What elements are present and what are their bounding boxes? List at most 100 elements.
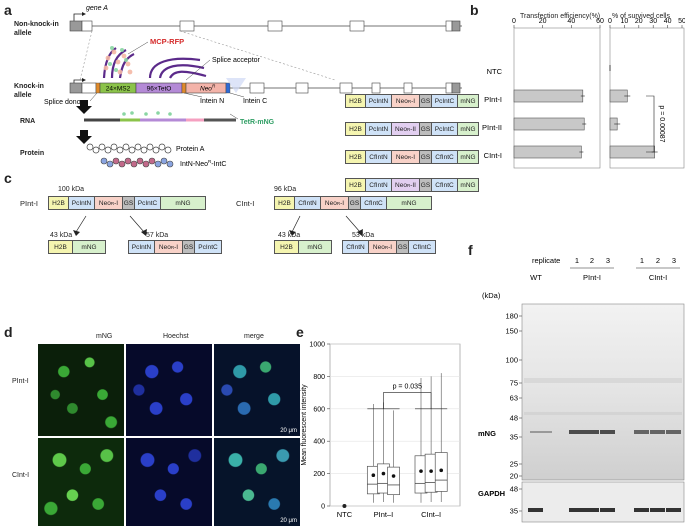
arrow-down-2 xyxy=(76,130,92,144)
d-col-mng: mNG xyxy=(96,333,113,340)
b-pvalue: p = 0.00087 xyxy=(658,105,665,142)
e-box xyxy=(387,466,400,496)
b-construct-4-part: Neo R -II xyxy=(392,179,420,191)
e-pvalue: p = 0.035 xyxy=(393,384,422,391)
tss-arrowhead xyxy=(82,12,86,16)
c-pint-full: H2B PcIntN Neo R -I GS PcIntC mNG xyxy=(48,196,206,210)
f-marker-label: 180 xyxy=(505,312,518,321)
panel-letter-c: c xyxy=(4,170,12,186)
e-ylabel: Mean fluorescent intensity xyxy=(301,384,308,466)
f-marker-label: 75 xyxy=(510,379,518,388)
micrograph-pint-mng xyxy=(38,344,124,436)
b-row-label: PInt-II xyxy=(482,123,502,132)
ki-exon7b xyxy=(451,82,461,94)
e-ytick-label: 400 xyxy=(313,439,325,446)
splice-acceptor-label: Splice acceptor xyxy=(212,57,261,64)
f-band-mng xyxy=(600,430,615,434)
e-ytick-label: 600 xyxy=(313,406,325,413)
teto-label: 96×TetO xyxy=(147,86,172,93)
b-construct-1-part: GS xyxy=(420,95,432,107)
tetr-label: TetR-mNG xyxy=(240,119,275,126)
b-construct-3-part: H2B xyxy=(346,151,366,163)
non-ki-exon3 xyxy=(267,20,283,32)
b-construct-2-part: GS xyxy=(420,123,432,135)
panel-a-schematic: gene A MCP-RFP xyxy=(44,5,462,168)
b-row-label: PInt-I xyxy=(484,95,502,104)
f-marker-label: 63 xyxy=(510,394,518,403)
micrograph-cint-merge: 20 μm xyxy=(214,438,300,526)
non-ki-exon2 xyxy=(179,20,195,32)
f-lane-wt: WT xyxy=(530,273,542,282)
f-gapdh-marker-label: 35 xyxy=(510,507,518,516)
e-ytick-label: 0 xyxy=(321,504,325,511)
b-construct-1-part: Neo R -I xyxy=(392,95,420,107)
b-pvalue-bracket xyxy=(646,95,655,153)
b-construct-2: H2B PcIntN Neo R -II GS PcIntC mNG xyxy=(345,122,479,136)
d-row-pint: PInt-I xyxy=(12,378,29,385)
protein-a-chain xyxy=(86,143,172,154)
c-pint-h2b-mng-part: mNG xyxy=(73,241,105,253)
b-left-bar xyxy=(513,89,584,103)
e-ytick-label: 200 xyxy=(313,471,325,478)
b-construct-1: H2B PcIntN Neo R -I GS PcIntC mNG xyxy=(345,94,479,108)
f-rep-number: 1 xyxy=(575,256,579,265)
b-construct-4-part: CfIntC xyxy=(432,179,458,191)
b-construct-3-part: CfIntC xyxy=(432,151,458,163)
b-left-tick-label: 20 xyxy=(539,18,547,25)
b-construct-2-part: mNG xyxy=(458,123,478,135)
b-construct-1-part: mNG xyxy=(458,95,478,107)
b-construct-2-part: H2B xyxy=(346,123,366,135)
protein-a-label: Protein A xyxy=(176,146,205,153)
f-rep-number: 1 xyxy=(640,256,644,265)
ki-exon4 xyxy=(339,82,353,94)
f-marker-label: 150 xyxy=(505,327,518,336)
f-marker-label: 25 xyxy=(510,460,518,469)
e-bracket-top xyxy=(383,392,432,409)
d-col-merge: merge xyxy=(244,333,264,340)
c-pint-full-part: mNG xyxy=(161,197,205,209)
c-cint-full: H2B CfIntN Neo R -I GS CfIntC mNG xyxy=(274,196,432,210)
b-left-tick-label: 0 xyxy=(512,18,516,25)
e-category-label: CInt–I xyxy=(421,510,441,519)
c-cint-full-part: H2B xyxy=(275,197,295,209)
b-construct-4-part: H2B xyxy=(346,179,366,191)
neo-label: NeoR xyxy=(200,84,216,93)
c-pint-neo-part: Neo R -I xyxy=(155,241,183,253)
f-band-gapdh xyxy=(650,508,665,512)
intein-n-label: Intein N xyxy=(200,98,224,105)
non-ki-exon1b xyxy=(81,20,93,32)
f-rep-number: 2 xyxy=(590,256,594,265)
e-mean xyxy=(419,469,423,473)
c-pint-neo-part: PcIntN xyxy=(129,241,155,253)
b-right-tick-label: 40 xyxy=(664,18,672,25)
b-left-tick-label: 40 xyxy=(567,18,575,25)
d-row-cint: CInt-I xyxy=(12,472,30,479)
e-ytick-label: 800 xyxy=(313,374,325,381)
non-ki-label: Non-knock-in allele xyxy=(14,21,59,37)
e-mean xyxy=(439,468,444,473)
f-band-gapdh xyxy=(600,508,615,512)
panel-e-boxplot: 0 200 400 600 800 1000 Mean fluorescent intens… xyxy=(301,342,461,519)
b-right-tick-label: 0 xyxy=(608,18,612,25)
e-mean xyxy=(429,469,433,473)
b-construct-2-part: Neo R -II xyxy=(392,123,420,135)
c-cint-neo: CfIntN Neo R -I GS CfIntC xyxy=(342,240,436,254)
expand-line-left xyxy=(79,30,93,81)
ki-exon6 xyxy=(403,82,413,94)
c-pint-neo-part: GS xyxy=(183,241,195,253)
micrograph-pint-hoechst xyxy=(126,344,212,436)
panel-letter-d: d xyxy=(4,324,13,340)
b-row-label: CInt-I xyxy=(484,151,502,160)
c-cint-full-part: Neo R -I xyxy=(321,197,349,209)
c-cint-neo-part: Neo R -I xyxy=(369,241,397,253)
gene-label: gene A xyxy=(86,5,108,12)
b-right-tick-label: 30 xyxy=(649,18,657,25)
scale-bar-label-1: 20 μm xyxy=(280,428,297,434)
b-right-tick-label: 20 xyxy=(635,18,643,25)
b-left-bar xyxy=(513,145,582,159)
c-cint-neo-part: GS xyxy=(397,241,409,253)
c-cint-neo-part: CfIntC xyxy=(409,241,435,253)
b-row-label: NTC xyxy=(487,67,503,76)
f-marker-label: 20 xyxy=(510,472,518,481)
